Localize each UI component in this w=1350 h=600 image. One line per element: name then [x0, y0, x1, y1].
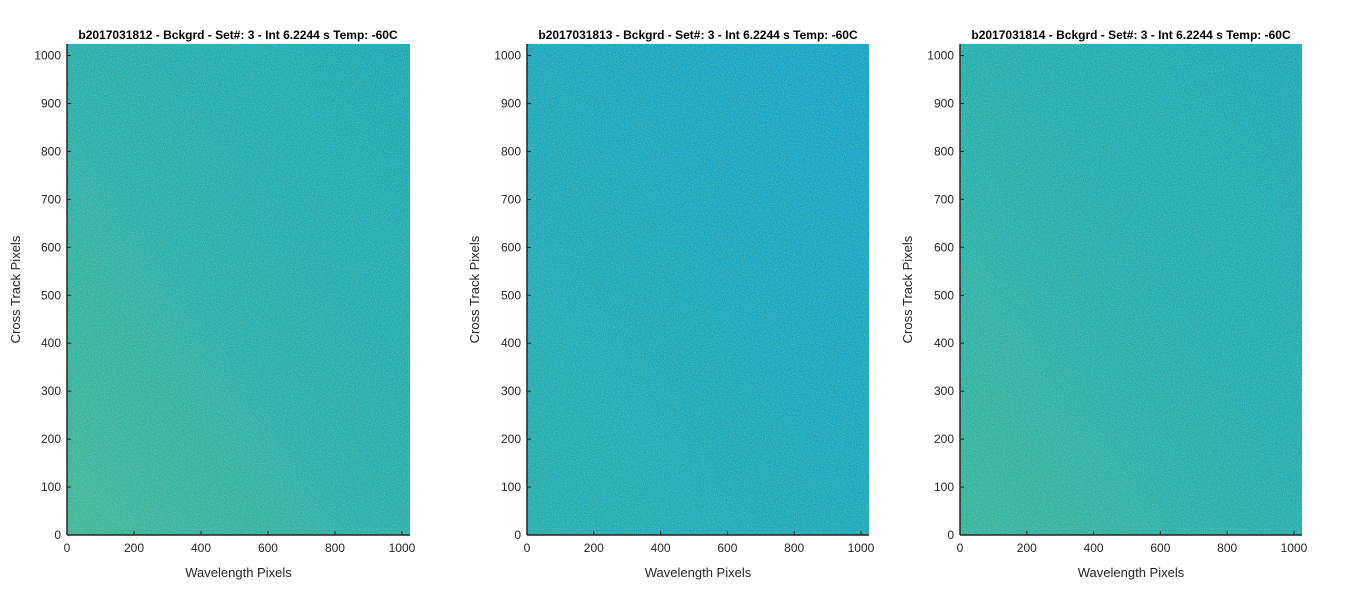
x-tick-label: 0 [524, 541, 531, 555]
y-tick-label: 700 [41, 192, 61, 206]
chart-title: b2017031813 - Bckgrd - Set#: 3 - Int 6.2… [538, 28, 858, 42]
y-tick-label: 900 [501, 96, 521, 110]
y-tick-label: 300 [934, 384, 954, 398]
heatmap-noise-dark [960, 44, 1302, 535]
x-tick-label: 600 [258, 541, 278, 555]
y-axis-label: Cross Track Pixels [900, 235, 915, 343]
x-tick-label: 1000 [848, 541, 875, 555]
heatmap-noise-dark [67, 44, 410, 535]
heatmap-panel-2: 0 200 400 600 800 1000 0 100 200 300 400 500 600 700 8… [467, 28, 875, 580]
chart-title: b2017031814 - Bckgrd - Set#: 3 - Int 6.2… [971, 28, 1291, 42]
y-tick-label: 900 [934, 96, 954, 110]
y-tick-label: 200 [501, 432, 521, 446]
y-tick-label: 600 [41, 240, 61, 254]
x-tick-label: 0 [957, 541, 964, 555]
y-tick-label: 500 [501, 288, 521, 302]
y-axis-label: Cross Track Pixels [467, 235, 482, 343]
x-tick-label: 800 [325, 541, 345, 555]
x-axis-label: Wavelength Pixels [185, 565, 292, 580]
y-tick-label: 700 [501, 192, 521, 206]
y-tick-label: 100 [934, 480, 954, 494]
x-tick-label: 600 [1150, 541, 1170, 555]
x-tick-label: 600 [717, 541, 737, 555]
y-tick-label: 0 [947, 528, 954, 542]
y-tick-label: 400 [501, 336, 521, 350]
y-tick-label: 300 [41, 384, 61, 398]
y-tick-label: 900 [41, 96, 61, 110]
y-tick-label: 400 [41, 336, 61, 350]
x-tick-label: 200 [1017, 541, 1037, 555]
y-tick-label: 1000 [34, 49, 61, 63]
y-tick-label: 700 [934, 192, 954, 206]
y-tick-label: 0 [54, 528, 61, 542]
x-tick-label: 400 [191, 541, 211, 555]
x-tick-label: 200 [584, 541, 604, 555]
y-tick-label: 100 [41, 480, 61, 494]
x-tick-label: 800 [1217, 541, 1237, 555]
x-axis-label: Wavelength Pixels [1078, 565, 1185, 580]
heatmap-panel-3: 0 200 400 600 800 1000 0 100 200 300 400 500 600 700 8… [900, 28, 1308, 580]
y-tick-label: 500 [41, 288, 61, 302]
y-tick-label: 100 [501, 480, 521, 494]
heatmap-noise-dark [527, 44, 869, 535]
x-tick-label: 400 [1084, 541, 1104, 555]
x-axis-label: Wavelength Pixels [645, 565, 752, 580]
x-tick-label: 1000 [1281, 541, 1308, 555]
y-tick-label: 200 [41, 432, 61, 446]
y-tick-label: 800 [41, 144, 61, 158]
x-tick-label: 0 [64, 541, 71, 555]
y-tick-label: 200 [934, 432, 954, 446]
y-tick-label: 800 [934, 144, 954, 158]
y-tick-label: 300 [501, 384, 521, 398]
x-tick-label: 400 [651, 541, 671, 555]
y-tick-label: 500 [934, 288, 954, 302]
x-tick-label: 800 [784, 541, 804, 555]
y-tick-label: 400 [934, 336, 954, 350]
y-tick-label: 0 [514, 528, 521, 542]
y-axis-label: Cross Track Pixels [8, 235, 23, 343]
heatmap-panel-1: 0 200 400 600 800 1000 0 100 200 300 400 500 600 700 8… [8, 28, 416, 580]
x-tick-label: 1000 [389, 541, 416, 555]
y-tick-label: 1000 [494, 49, 521, 63]
y-tick-label: 800 [501, 144, 521, 158]
y-tick-label: 600 [934, 240, 954, 254]
y-tick-label: 600 [501, 240, 521, 254]
chart-title: b2017031812 - Bckgrd - Set#: 3 - Int 6.2… [78, 28, 398, 42]
y-tick-label: 1000 [927, 49, 954, 63]
x-tick-label: 200 [124, 541, 144, 555]
